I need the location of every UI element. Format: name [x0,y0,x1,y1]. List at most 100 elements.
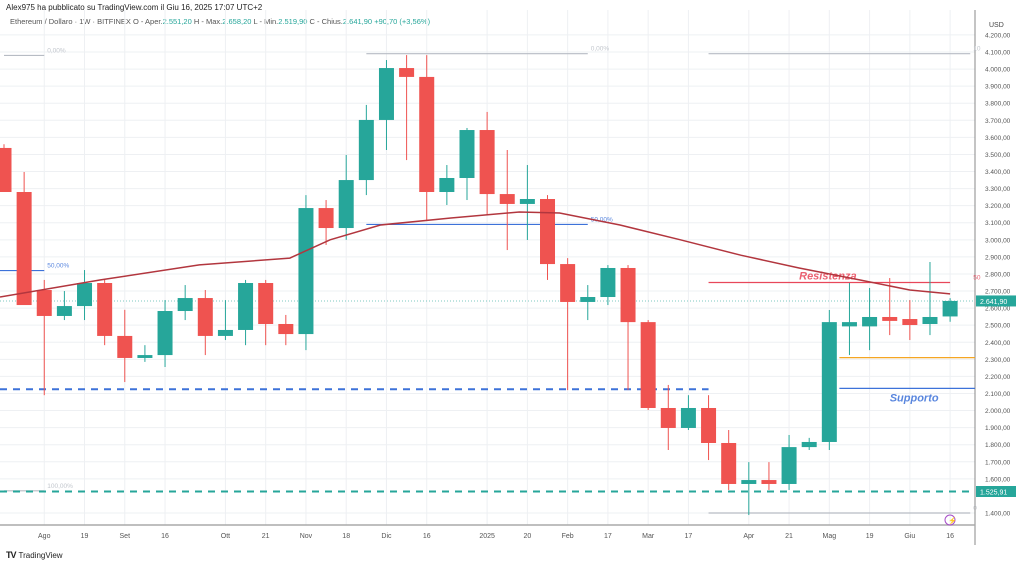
candle-up [862,316,878,327]
lightning-glyph: ⚡ [948,516,957,525]
candle-down [660,407,676,428]
candlestick-chart[interactable]: USD 4.200,00 4.100,00 4.000,00 3.900,00 3.800… [0,0,1024,548]
candle-down [278,323,294,335]
price-tick-label: 3.300,00 [985,186,1011,193]
candle-up [157,311,173,356]
candle-up [439,178,455,193]
time-tick-label: Apr [743,533,755,540]
price-tick-label: 2.300,00 [985,357,1011,364]
time-tick-label: Mar [642,533,655,540]
price-tick-label: 2.500,00 [985,323,1011,330]
symbol-name[interactable]: Ethereum / Dollaro · 1W · BITFINEX [10,17,131,26]
price-tick-label: 2.100,00 [985,391,1011,398]
time-tick-label: 2025 [479,533,495,540]
price-tick-label: 2.200,00 [985,374,1011,381]
time-tick-label: 16 [161,533,169,540]
candle-up [298,208,314,335]
price-tick-label: 1.800,00 [985,442,1011,449]
time-tick-label: Ago [38,533,51,540]
currency-label: USD [989,22,1004,29]
brand-name: TradingView [18,550,63,560]
candle-up [56,306,72,316]
candle-down [721,442,737,484]
candle-up [580,297,596,302]
candle-up [942,300,958,317]
marked-price-badge-label: 1.525,91 [980,490,1007,497]
candle-up [519,199,535,204]
candle-down [701,407,717,443]
candle-down [499,194,515,204]
time-tick-label: Giu [904,533,915,540]
moving-average-line [0,211,951,298]
low-value: 2.519,90 [278,17,308,26]
fib-level-label: 0,00% [47,47,66,54]
price-tick-label: 3.500,00 [985,152,1011,159]
close-value: 2.641,90 [342,17,373,26]
candle-up [217,329,233,336]
price-tick-label: 2.000,00 [985,408,1011,415]
candle-down [761,480,777,484]
fib-level-label: 50,00% [47,263,69,270]
candle-down [882,316,898,321]
price-tick-label: 1.900,00 [985,425,1011,432]
support-line-label: Supporto [890,392,939,404]
time-tick-label: Set [120,533,131,540]
price-tick-label: 2.900,00 [985,254,1011,261]
price-tick-label: 1.400,00 [985,510,1011,517]
candle-up [378,68,394,120]
candle-up [922,316,938,324]
time-tick-label: 19 [81,533,89,540]
time-tick-label: Feb [562,533,574,540]
candle-down [318,208,334,229]
price-tick-label: 3.700,00 [985,118,1011,125]
high-label: H - Max. [193,17,223,26]
price-tick-label: 2.700,00 [985,289,1011,296]
price-tick-label: 1.700,00 [985,459,1011,466]
price-tick-label: 2.400,00 [985,340,1011,347]
lightning-icon [944,514,956,526]
candle-up [841,322,857,327]
price-tick-label: 4.200,00 [985,32,1011,39]
candle-up [680,407,696,428]
time-tick-label: Ott [221,533,230,540]
candle-up [77,283,93,307]
open-label: O - Aper. [132,17,163,26]
candle-up [801,441,817,448]
last-price-badge-label: 2.641,90 [980,299,1007,306]
fib-level-label: 50 [973,274,981,281]
price-tick-label: 1.600,00 [985,476,1011,483]
fib-level-label: 0,00% [591,46,610,53]
candle-up [781,447,797,484]
time-tick-label: 17 [685,533,693,540]
candle-up [338,180,354,229]
tradingview-logo[interactable]: TV TradingView [6,550,63,560]
publish-info: Alex975 ha pubblicato su TradingView.com… [6,3,263,12]
price-tick-label: 3.900,00 [985,84,1011,91]
price-tick-label: 3.100,00 [985,220,1011,227]
time-tick-label: 17 [604,533,612,540]
time-tick-label: 20 [523,533,531,540]
time-tick-label: 21 [262,533,270,540]
price-tick-label: 4.000,00 [985,67,1011,74]
price-tick-label: 3.400,00 [985,169,1011,176]
candle-down [419,76,435,193]
price-tick-label: 2.800,00 [985,271,1011,278]
price-tick-label: 3.800,00 [985,101,1011,108]
time-tick-label: 18 [342,533,350,540]
candle-down [16,192,32,306]
candle-up [600,267,616,298]
time-tick-label: Nov [300,533,313,540]
tv-logo-icon: TV [6,550,16,560]
time-tick-label: Mag [823,533,837,540]
candle-up [177,298,193,312]
candle-down [97,283,113,336]
fib-level-label: 100,00% [47,483,73,490]
price-tick-label: 4.100,00 [985,50,1011,57]
candle-down [560,264,576,302]
time-tick-label: 16 [423,533,431,540]
high-value: 2.658,20 [222,17,252,26]
candle-up [459,130,475,179]
time-tick-label: Dic [381,533,392,540]
candle-up [137,355,153,358]
candle-down [479,130,495,195]
